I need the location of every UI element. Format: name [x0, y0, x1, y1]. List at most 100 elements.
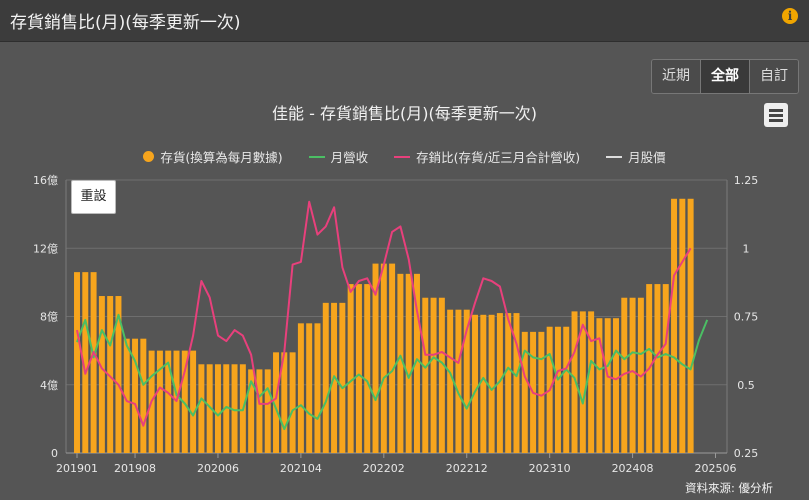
x-tick-label: 202006 — [197, 462, 239, 475]
inventory-bar — [98, 296, 105, 453]
inventory-bar — [413, 273, 420, 453]
range-selector: 近期 全部 自訂 — [651, 59, 799, 94]
inventory-bar — [231, 364, 238, 453]
x-tick-label: 202212 — [446, 462, 488, 475]
y-left-tick-label: 0 — [51, 447, 58, 460]
legend-item-price[interactable]: 月股價 — [606, 147, 666, 166]
inventory-bar — [165, 350, 172, 453]
inventory-bar — [380, 263, 387, 453]
inventory-bar — [563, 326, 570, 453]
inventory-bar — [90, 272, 97, 453]
y-left-tick-label: 8億 — [40, 311, 58, 324]
inventory-bar — [662, 284, 669, 453]
inventory-bar — [405, 273, 412, 453]
inventory-bar — [621, 297, 628, 453]
legend-item-inventory[interactable]: 存貨(換算為每月數據) — [143, 147, 283, 166]
inventory-bar — [281, 352, 288, 453]
chart-legend: 存貨(換算為每月數據) 月營收 存銷比(存貨/近三月合計營收) 月股價 — [0, 147, 809, 166]
inventory-bar — [372, 263, 379, 453]
inventory-bar — [455, 309, 462, 453]
revenue-line — [76, 313, 709, 431]
inventory-bar — [588, 311, 595, 453]
inventory-bar — [223, 364, 230, 453]
x-tick-label: 202506 — [695, 462, 737, 475]
x-tick-label: 202104 — [280, 462, 322, 475]
x-tick-label: 201908 — [114, 462, 156, 475]
x-tick-label: 201901 — [56, 462, 98, 475]
inventory-bar — [513, 313, 520, 453]
inventory-bar — [447, 309, 454, 453]
inventory-bar — [156, 350, 163, 453]
inventory-bar — [181, 350, 188, 453]
inventory-bar — [140, 338, 147, 453]
hamburger-menu-icon[interactable] — [764, 103, 788, 127]
inventory-bar — [82, 272, 89, 453]
ratio-line — [76, 200, 692, 427]
inventory-bar — [74, 272, 80, 453]
data-source: 資料來源: 優分析 — [684, 481, 773, 495]
y-right-tick-label: 1.25 — [734, 174, 759, 187]
inventory-bar — [256, 369, 263, 453]
inventory-bar — [347, 284, 354, 453]
inventory-bar — [115, 296, 122, 453]
y-right-tick-label: 0.25 — [734, 447, 759, 460]
inventory-bar — [123, 338, 130, 453]
inventory-bar — [505, 313, 512, 453]
app-header: 存貨銷售比(月)(每季更新一次) i — [0, 0, 809, 42]
inventory-bar — [306, 323, 313, 453]
inventory-bar — [480, 314, 487, 453]
inventory-bar — [496, 313, 503, 453]
y-left-tick-label: 16億 — [33, 174, 58, 187]
x-tick-label: 202310 — [529, 462, 571, 475]
inventory-bar — [248, 369, 255, 453]
inventory-bar — [679, 198, 686, 453]
inventory-bar — [264, 369, 271, 453]
inventory-bar — [613, 318, 619, 453]
inventory-bar — [364, 284, 371, 453]
chart-title: 佳能 - 存貨銷售比(月)(每季更新一次) — [272, 104, 537, 123]
reset-zoom-button[interactable]: 重設 — [71, 180, 116, 214]
inventory-bar — [214, 364, 221, 453]
inventory-bar — [596, 318, 603, 453]
inventory-bar — [198, 364, 205, 453]
range-button-recent[interactable]: 近期 — [652, 60, 701, 93]
inventory-bar — [538, 331, 545, 453]
inventory-bar — [687, 198, 694, 453]
y-right-tick-label: 0.75 — [734, 311, 759, 324]
info-icon[interactable]: i — [782, 8, 798, 24]
inventory-bar — [604, 318, 611, 453]
inventory-bar — [322, 302, 329, 453]
inventory-bar — [389, 263, 396, 453]
inventory-bar — [579, 311, 586, 453]
inventory-bar — [629, 297, 636, 453]
y-right-tick-label: 1 — [743, 242, 750, 255]
page-title: 存貨銷售比(月)(每季更新一次) — [10, 13, 241, 33]
inventory-bar — [190, 350, 197, 453]
inventory-bar — [463, 309, 470, 453]
range-button-all[interactable]: 全部 — [701, 60, 750, 93]
inventory-bar — [397, 273, 404, 453]
legend-item-ratio[interactable]: 存銷比(存貨/近三月合計營收) — [394, 147, 580, 166]
inventory-bar — [671, 198, 678, 453]
range-button-custom[interactable]: 自訂 — [750, 60, 798, 93]
x-tick-label: 202408 — [612, 462, 654, 475]
inventory-bar — [289, 352, 296, 453]
inventory-bar — [654, 284, 661, 453]
inventory-bar — [206, 364, 213, 453]
inventory-bar — [571, 311, 578, 453]
legend-item-revenue[interactable]: 月營收 — [308, 147, 368, 166]
inventory-bar — [273, 352, 279, 453]
inventory-bar — [488, 314, 495, 453]
inventory-bar — [132, 338, 139, 453]
y-left-tick-label: 4億 — [40, 379, 58, 392]
inventory-bar — [438, 297, 445, 453]
x-tick-label: 202202 — [363, 462, 405, 475]
inventory-bar — [107, 296, 114, 453]
inventory-bar — [554, 326, 561, 453]
inventory-bar — [422, 297, 429, 453]
inventory-bar — [521, 331, 528, 453]
inventory-bar — [314, 323, 321, 453]
inventory-bar — [472, 314, 479, 453]
inventory-bar — [430, 297, 437, 453]
